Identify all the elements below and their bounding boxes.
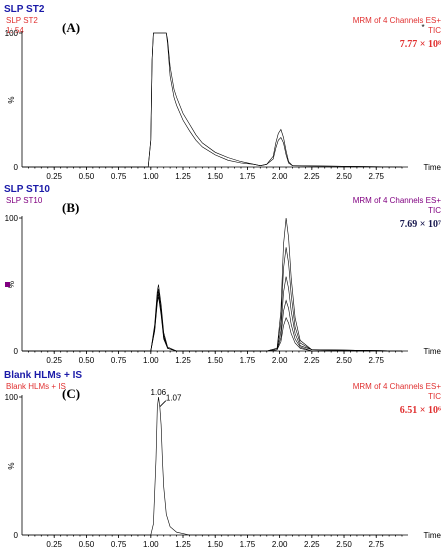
x-tick-label: 1.25 [175, 172, 191, 181]
peak-annotation: 1.06 [151, 388, 167, 397]
panel-letter: (B) [62, 200, 79, 215]
x-tick-label: 0.75 [111, 356, 127, 365]
x-tick-label: 1.75 [240, 172, 256, 181]
legend-marker-square [5, 282, 10, 287]
x-axis-label: Time [424, 531, 442, 540]
chromatogram-trace-3 [22, 276, 403, 352]
x-tick-label: 2.75 [368, 172, 384, 181]
peak-annotation: 1.07 [166, 394, 182, 403]
x-tick-label: 1.00 [143, 172, 159, 181]
panel-title: Blank HLMs + IS [4, 370, 82, 381]
x-tick-label: 0.25 [46, 172, 62, 181]
y-tick-label-zero: 0 [14, 347, 19, 356]
intensity-scale: 7.69 × 10⁷ [400, 219, 441, 230]
x-tick-label: 1.50 [207, 540, 223, 549]
x-tick-label: 0.50 [79, 356, 95, 365]
panel-letter: (A) [62, 20, 80, 35]
panel-title: SLP ST2 [4, 4, 45, 15]
x-tick-label: 1.25 [175, 356, 191, 365]
y-tick-label-max: 100 [5, 29, 19, 38]
x-tick-label: 2.00 [272, 540, 288, 549]
x-tick-label: 0.75 [111, 172, 127, 181]
x-tick-label: 0.25 [46, 356, 62, 365]
x-tick-label: 2.25 [304, 172, 320, 181]
intensity-scale: 7.77 × 10⁸ [400, 39, 441, 50]
x-tick-label: 0.25 [46, 540, 62, 549]
acquisition-mode: MRM of 4 Channels ES+ [353, 196, 442, 205]
x-tick-label: 2.75 [368, 356, 384, 365]
channel-label: 1: 54 [6, 26, 24, 35]
panel-title: SLP ST10 [4, 184, 50, 195]
x-tick-label: 1.00 [143, 356, 159, 365]
chromatogram-trace-1 [22, 32, 403, 168]
x-tick-label: 2.50 [336, 540, 352, 549]
x-tick-label: 2.25 [304, 356, 320, 365]
chromatogram-trace-1 [22, 396, 402, 536]
x-tick-label: 1.50 [207, 356, 223, 365]
trace-type: TIC [428, 392, 441, 401]
x-tick-label: 0.75 [111, 540, 127, 549]
chromatogram-trace-5 [22, 296, 402, 352]
intensity-scale: 6.51 × 10⁶ [400, 405, 441, 416]
x-tick-label: 1.50 [207, 172, 223, 181]
chromatogram-trace-4 [22, 293, 402, 352]
x-tick-label: 0.50 [79, 540, 95, 549]
trace-type: TIC [428, 206, 441, 215]
x-tick-label: 1.00 [143, 540, 159, 549]
chromatogram-trace-2 [22, 32, 403, 168]
x-tick-label: 2.50 [336, 356, 352, 365]
x-axis-label: Time [424, 163, 442, 172]
x-tick-label: 0.50 [79, 172, 95, 181]
acquisition-mode: MRM of 4 Channels ES+ [353, 382, 442, 391]
panel-subtitle: Blank HLMs + IS [6, 382, 66, 391]
y-tick-label-zero: 0 [14, 531, 19, 540]
x-tick-label: 1.75 [240, 356, 256, 365]
acquisition-mode: MRM of 4 Channels ES+ [353, 16, 442, 25]
x-tick-label: 2.25 [304, 540, 320, 549]
x-tick-label: 1.25 [175, 540, 191, 549]
peak-annotation-leader [159, 400, 167, 407]
marker-asterisk: * [421, 23, 424, 32]
x-axis-label: Time [424, 347, 442, 356]
panel-subtitle: SLP ST2 [6, 16, 38, 25]
panel-letter: (C) [62, 386, 80, 401]
y-axis-label: % [7, 281, 16, 288]
x-tick-label: 2.50 [336, 172, 352, 181]
y-axis-label: % [7, 462, 16, 469]
chromatogram-trace-1 [22, 217, 403, 352]
panel-subtitle: SLP ST10 [6, 196, 43, 205]
y-tick-label-max: 100 [5, 214, 19, 223]
y-tick-label-zero: 0 [14, 163, 19, 172]
x-tick-label: 1.75 [240, 540, 256, 549]
trace-type: TIC [428, 26, 441, 35]
y-tick-label-max: 100 [5, 393, 19, 402]
x-tick-label: 2.00 [272, 356, 288, 365]
y-axis-label: % [7, 96, 16, 103]
x-tick-label: 2.00 [272, 172, 288, 181]
chromatogram-trace-2 [22, 247, 403, 352]
x-tick-label: 2.75 [368, 540, 384, 549]
